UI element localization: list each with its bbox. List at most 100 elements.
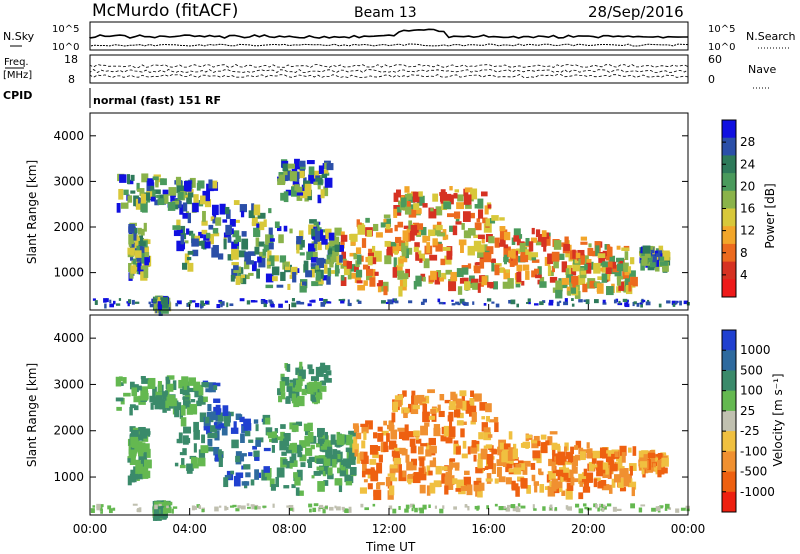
colorbar-segment <box>722 279 736 298</box>
heatmap-cell <box>239 416 245 423</box>
heatmap-cell <box>542 506 546 511</box>
heatmap-cell <box>448 281 457 292</box>
heatmap-cell <box>280 431 285 441</box>
heatmap-cell <box>402 433 410 441</box>
heatmap-cell <box>606 286 614 296</box>
heatmap-cell <box>435 206 443 216</box>
heatmap-cell <box>149 303 154 308</box>
heatmap-cell <box>447 415 454 422</box>
heatmap-cell <box>503 244 509 249</box>
heatmap-cell <box>463 188 469 197</box>
heatmap-cell <box>630 503 636 509</box>
heatmap-cell <box>624 251 629 261</box>
heatmap-cell <box>363 431 367 440</box>
heatmap-cell <box>198 231 204 239</box>
heatmap-cell <box>339 254 343 263</box>
heatmap-cell <box>266 261 271 265</box>
heatmap-cell <box>280 192 285 201</box>
heatmap-cell <box>623 468 629 477</box>
heatmap-cell <box>455 301 460 305</box>
heatmap-cell <box>346 261 353 269</box>
heatmap-cell <box>575 503 580 508</box>
heatmap-cell <box>435 243 443 252</box>
heatmap-cell <box>310 268 315 278</box>
heatmap-cell <box>476 508 479 511</box>
heatmap-cell <box>419 508 425 514</box>
heatmap-cell <box>184 401 191 409</box>
heatmap-cell <box>392 451 401 462</box>
colorbar-tick-label: 500 <box>740 363 763 377</box>
heatmap-cell <box>256 506 261 510</box>
colorbar-segment <box>722 120 736 139</box>
heatmap-cell <box>323 186 329 197</box>
heatmap-cell <box>567 506 572 511</box>
heatmap-cell <box>549 431 558 435</box>
velocity-colorbar-label: Velocity [m s⁻¹] <box>771 373 785 466</box>
heatmap-cell <box>487 463 494 470</box>
heatmap-cell <box>225 224 232 236</box>
heatmap-cell <box>181 405 185 415</box>
heatmap-cell <box>459 390 467 397</box>
freq-trace <box>89 74 689 78</box>
colorbar-tick-label: 1000 <box>740 343 771 357</box>
heatmap-cell <box>202 190 211 202</box>
heatmap-cell <box>204 199 212 208</box>
heatmap-cell <box>293 472 298 478</box>
heatmap-cell <box>295 367 301 375</box>
heatmap-cell <box>337 467 341 474</box>
heatmap-cell <box>263 300 266 303</box>
heatmap-cell <box>638 507 643 513</box>
heatmap-cell <box>130 265 137 274</box>
heatmap-cell <box>271 266 280 276</box>
heatmap-cell <box>251 504 255 510</box>
heatmap-cell <box>508 468 514 473</box>
heatmap-cell <box>299 440 307 448</box>
heatmap-cell <box>507 450 515 461</box>
heatmap-cell <box>582 449 590 454</box>
heatmap-cell <box>648 245 654 250</box>
heatmap-cell <box>466 484 473 496</box>
heatmap-cell <box>142 192 150 201</box>
heatmap-cell <box>599 241 603 248</box>
heatmap-cell <box>109 299 112 304</box>
heatmap-cell <box>384 240 391 247</box>
heatmap-cell <box>240 505 246 510</box>
heatmap-cell <box>115 303 121 306</box>
heatmap-cell <box>446 246 453 256</box>
heatmap-cell <box>606 246 613 257</box>
heatmap-cell <box>429 482 436 494</box>
heatmap-cell <box>416 394 425 404</box>
heatmap-cell <box>525 444 529 449</box>
heatmap-cell <box>464 281 471 291</box>
heatmap-cell <box>645 301 651 306</box>
heatmap-cell <box>147 178 154 186</box>
heatmap-cell <box>570 287 576 294</box>
heatmap-cell <box>519 234 523 239</box>
heatmap-cell <box>419 484 426 494</box>
heatmap-cell <box>193 421 199 432</box>
heatmap-cell <box>348 508 352 513</box>
heatmap-cell <box>664 503 670 509</box>
heatmap-cell <box>239 298 245 302</box>
heatmap-cell <box>326 163 334 171</box>
heatmap-cell <box>193 443 197 453</box>
heatmap-cell <box>253 227 261 237</box>
heatmap-cell <box>328 232 335 241</box>
heatmap-cell <box>477 459 483 469</box>
heatmap-cell <box>310 376 319 382</box>
heatmap-cell <box>474 222 482 231</box>
heatmap-cell <box>144 252 150 259</box>
heatmap-cell <box>153 189 161 194</box>
heatmap-cell <box>386 433 390 442</box>
heatmap-cell <box>532 504 535 509</box>
heatmap-cell <box>328 257 332 261</box>
heatmap-cell <box>540 442 548 454</box>
heatmap-cell <box>519 463 525 471</box>
heatmap-cell <box>181 376 189 386</box>
heatmap-cell <box>422 403 428 413</box>
heatmap-cell <box>392 508 397 514</box>
heatmap-cell <box>361 424 369 434</box>
heatmap-cell <box>365 217 370 223</box>
heatmap-cell <box>574 281 580 291</box>
heatmap-cell <box>180 417 187 427</box>
